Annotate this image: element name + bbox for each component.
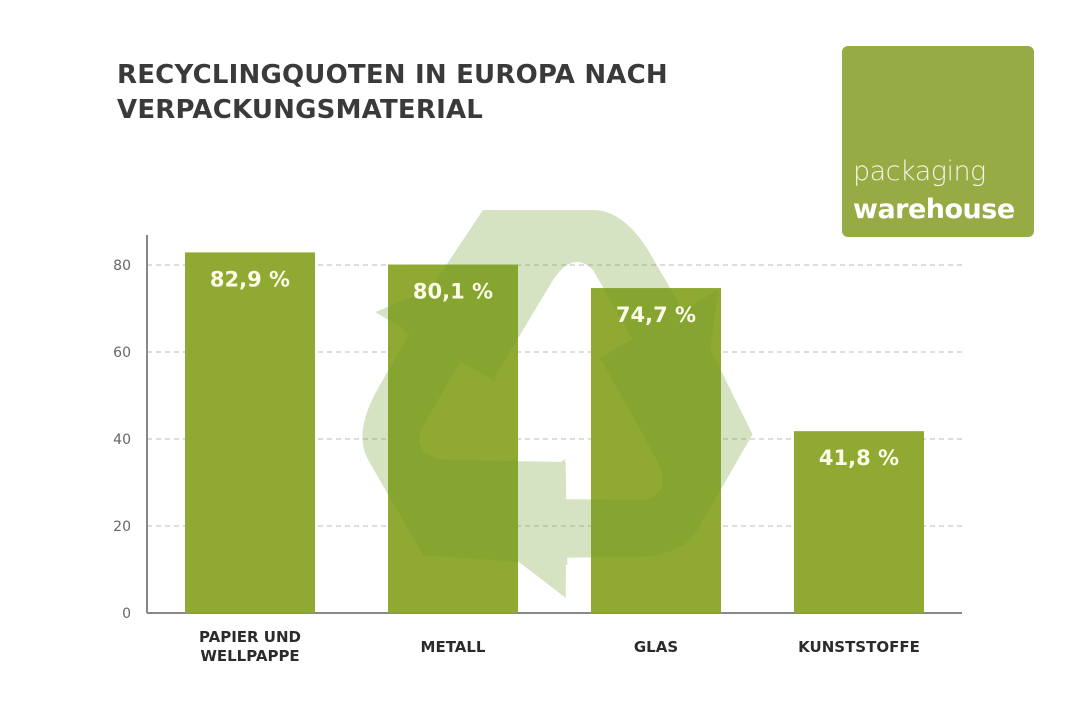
recycling-arrow	[362, 267, 568, 565]
category-label: GLAS	[634, 638, 678, 656]
bar-value-label: 41,8 %	[819, 446, 899, 470]
packaging-warehouse-logo: packaging warehouse	[842, 46, 1034, 237]
y-tick-label: 40	[113, 432, 131, 448]
bar	[794, 431, 924, 613]
bar-value-label: 80,1 %	[413, 280, 493, 304]
category-label: KUNSTSTOFFE	[798, 638, 920, 656]
bar-value-label: 74,7 %	[616, 303, 696, 327]
bar	[185, 252, 315, 613]
bar-value-label: 82,9 %	[210, 267, 290, 291]
chart-title: RECYCLINGQUOTEN IN EUROPA NACH VERPACKUN…	[117, 60, 668, 125]
category-label: PAPIER UND	[199, 628, 301, 646]
y-tick-label: 80	[113, 258, 131, 274]
logo-text-warehouse: warehouse	[853, 194, 1015, 225]
bar	[388, 264, 518, 613]
category-label: METALL	[421, 638, 486, 656]
recycling-arrow	[403, 210, 718, 405]
recycling-symbol-icon	[362, 210, 753, 598]
recycling-arrow	[473, 305, 753, 598]
y-tick-label: 60	[113, 345, 131, 361]
category-label: WELLPAPPE	[200, 647, 299, 665]
y-tick-label: 0	[122, 606, 131, 622]
y-tick-label: 20	[113, 519, 131, 535]
logo-text-packaging: packaging	[853, 156, 986, 187]
bar	[591, 288, 721, 613]
